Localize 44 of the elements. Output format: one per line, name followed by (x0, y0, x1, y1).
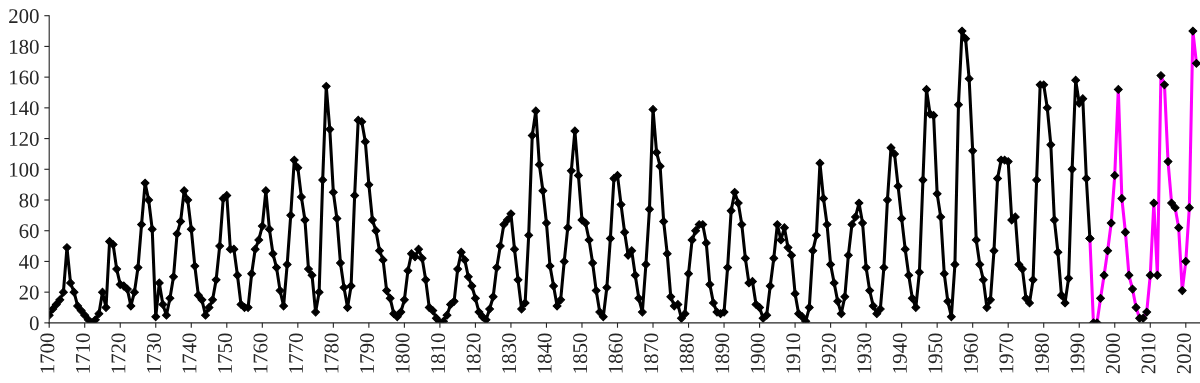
x-tick-label: 2020 (1176, 333, 1192, 374)
y-tick-label: 40 (19, 254, 39, 269)
y-tick-label: 60 (19, 224, 39, 239)
x-tick-label: 1960 (963, 333, 978, 373)
y-tick-label: 80 (19, 193, 39, 208)
x-tick-label: 1890 (715, 333, 730, 373)
x-tick-label: 1810 (431, 333, 446, 373)
y-tick-label: 180 (10, 39, 39, 54)
x-tick-label: 1710 (75, 333, 90, 373)
y-tick-label: 120 (10, 131, 39, 146)
x-tick-label: 1740 (182, 333, 197, 373)
x-tick-label: 1730 (146, 333, 161, 373)
y-tick-label: 0 (29, 316, 39, 331)
x-tick-label: 1930 (857, 333, 872, 373)
x-tick-label: 1800 (395, 333, 410, 373)
x-tick-label: 1910 (786, 333, 801, 373)
x-tick-label: 2000 (1105, 333, 1120, 374)
x-tick-label: 1970 (999, 333, 1014, 373)
x-tick-label: 1760 (253, 333, 268, 373)
x-tick-label: 1940 (892, 333, 907, 373)
x-tick-label: 1990 (1070, 333, 1085, 373)
x-tick-label: 1980 (1034, 333, 1049, 373)
y-tick-label: 100 (10, 162, 39, 177)
x-tick-label: 1720 (111, 333, 126, 373)
y-tick-label: 200 (9, 9, 39, 24)
x-tick-label: 1860 (608, 333, 623, 373)
x-tick-label: 1820 (466, 333, 481, 373)
x-tick-label: 1900 (750, 333, 765, 373)
x-tick-label: 1700 (40, 333, 55, 373)
x-tick-label: 1750 (217, 333, 233, 373)
x-tick-label: 1880 (679, 333, 694, 373)
x-tick-label: 1830 (502, 333, 517, 373)
x-tick-label: 1790 (360, 333, 375, 373)
y-tick-label: 160 (10, 70, 39, 85)
x-tick-label: 1850 (573, 333, 588, 373)
x-tick-label: 2010 (1141, 333, 1156, 374)
x-tick-label: 1840 (537, 333, 552, 373)
x-tick-label: 1770 (288, 333, 304, 373)
y-tick-label: 20 (19, 285, 39, 300)
y-tick-label: 140 (10, 101, 39, 116)
x-tick-label: 1920 (821, 333, 836, 373)
x-tick-label: 1950 (928, 333, 943, 373)
x-tick-label: 1870 (644, 333, 659, 373)
x-tick-label: 1780 (324, 333, 339, 373)
